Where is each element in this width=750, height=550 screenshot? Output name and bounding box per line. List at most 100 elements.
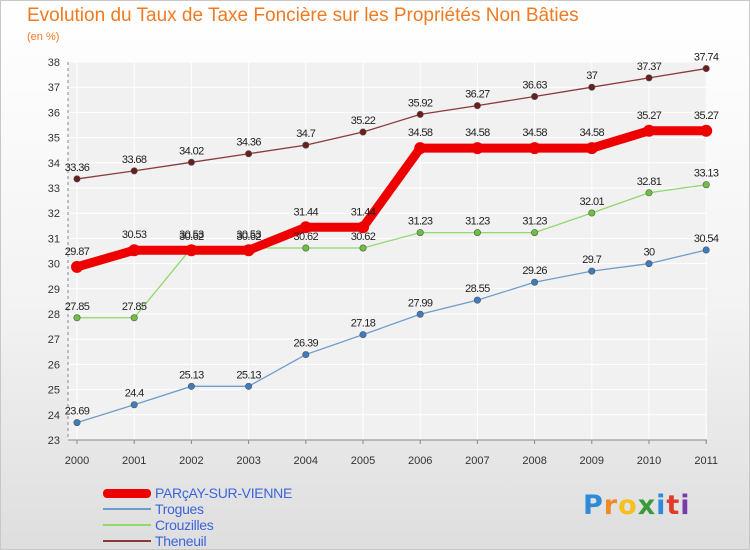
y-tick-label: 28 (48, 309, 60, 321)
logo-letter: i (656, 490, 667, 521)
data-label: 30.53 (122, 229, 147, 241)
data-label: 31.23 (522, 216, 547, 228)
logo-letter: r (603, 490, 619, 521)
x-tick-label: 2001 (122, 455, 146, 467)
legend-label: Crouzilles (155, 517, 214, 533)
data-point (588, 209, 596, 217)
data-point (645, 74, 653, 82)
data-label: 27.85 (122, 301, 147, 313)
data-label: 36.27 (465, 89, 490, 101)
data-point (473, 102, 481, 110)
data-label: 37.74 (694, 52, 719, 64)
series-trogues (73, 246, 710, 427)
legend-swatch (103, 508, 151, 510)
logo-letter: o (618, 490, 638, 521)
x-tick-label: 2004 (294, 455, 318, 467)
data-point (531, 278, 539, 286)
data-label: 30.54 (694, 233, 719, 245)
data-point (128, 244, 141, 257)
chart-title: Evolution du Taux de Taxe Foncière sur l… (27, 5, 579, 26)
data-point (302, 244, 310, 252)
series-layer (71, 65, 713, 427)
x-tick-label: 2003 (236, 455, 260, 467)
data-label: 35.27 (694, 110, 719, 122)
data-point (416, 229, 424, 237)
legend-swatch (103, 540, 151, 542)
series-theneuil (73, 65, 710, 183)
data-label: 33.13 (694, 168, 719, 180)
data-label: 33.36 (65, 162, 90, 174)
data-point (588, 83, 596, 91)
data-label: 30.53 (236, 229, 261, 241)
data-label: 34.58 (465, 127, 490, 139)
logo-letter: t (666, 490, 681, 521)
data-label: 31.23 (408, 216, 433, 228)
data-label: 34.58 (580, 127, 605, 139)
data-point (359, 244, 367, 252)
data-label: 34.36 (236, 137, 261, 149)
logo-letter: i (680, 490, 691, 521)
data-label: 31.44 (351, 206, 376, 218)
data-point (130, 401, 138, 409)
x-tick-label: 2000 (65, 455, 89, 467)
data-label: 24.4 (125, 388, 144, 400)
data-point (130, 167, 138, 175)
series-line (76, 249, 707, 424)
legend-swatch (103, 524, 151, 526)
data-point (531, 93, 539, 101)
x-tick-label: 2010 (637, 455, 661, 467)
y-tick-label: 34 (48, 158, 60, 170)
proxiti-logo: Proxiti (583, 490, 691, 521)
data-point (414, 142, 427, 155)
data-point (528, 142, 541, 155)
x-tick-label: 2002 (179, 455, 203, 467)
axis-layer: 23 24 25 26 27 28 29 30 31 32 33 34 35 36 37 38 2000 2001… (48, 57, 718, 467)
data-point (130, 314, 138, 322)
x-tick-label: 2006 (408, 455, 432, 467)
y-tick-label: 35 (48, 133, 60, 145)
data-point (73, 175, 81, 183)
y-tick-label: 29 (48, 284, 60, 296)
data-point (302, 141, 310, 149)
x-tick-label: 2008 (522, 455, 546, 467)
y-tick-label: 38 (48, 57, 60, 69)
logo-letter: P (583, 490, 604, 521)
x-tick-label: 2007 (465, 455, 489, 467)
data-label: 34.02 (179, 145, 204, 157)
x-tick-label: 2011 (694, 455, 718, 467)
data-label: 32.01 (580, 196, 605, 208)
data-point (473, 229, 481, 237)
data-label: 36.63 (522, 80, 547, 92)
data-label: 35.22 (351, 115, 376, 127)
data-point (185, 244, 198, 257)
data-label: 30 (643, 247, 655, 259)
data-point (702, 65, 710, 73)
legend-label: PARçAY-SUR-VIENNE (155, 485, 293, 501)
data-label: 31.23 (465, 216, 490, 228)
data-point (71, 260, 83, 273)
y-tick-label: 25 (48, 385, 60, 397)
data-point (702, 246, 710, 254)
series-line (76, 67, 707, 180)
series-line (77, 184, 707, 319)
data-point (187, 382, 195, 390)
y-tick-label: 27 (48, 334, 60, 346)
data-label-layer: 29.87 30.53 30.53 30.53 31.44 31.44 34.58 34.58… (65, 52, 720, 418)
y-unit-label: (en %) (27, 31, 60, 43)
data-point (245, 382, 253, 390)
data-point (416, 310, 424, 318)
y-tick-label: 32 (48, 208, 60, 220)
data-point (702, 181, 710, 189)
data-label: 35.92 (408, 97, 433, 109)
y-tick-label: 26 (48, 359, 60, 371)
data-label: 29.26 (522, 265, 547, 277)
data-label: 30.62 (351, 231, 376, 243)
data-point (700, 124, 713, 137)
data-point (73, 314, 81, 322)
y-tick-label: 23 (48, 435, 60, 447)
data-point (645, 189, 653, 197)
data-label: 34.58 (408, 127, 433, 139)
data-label: 33.68 (122, 154, 147, 166)
